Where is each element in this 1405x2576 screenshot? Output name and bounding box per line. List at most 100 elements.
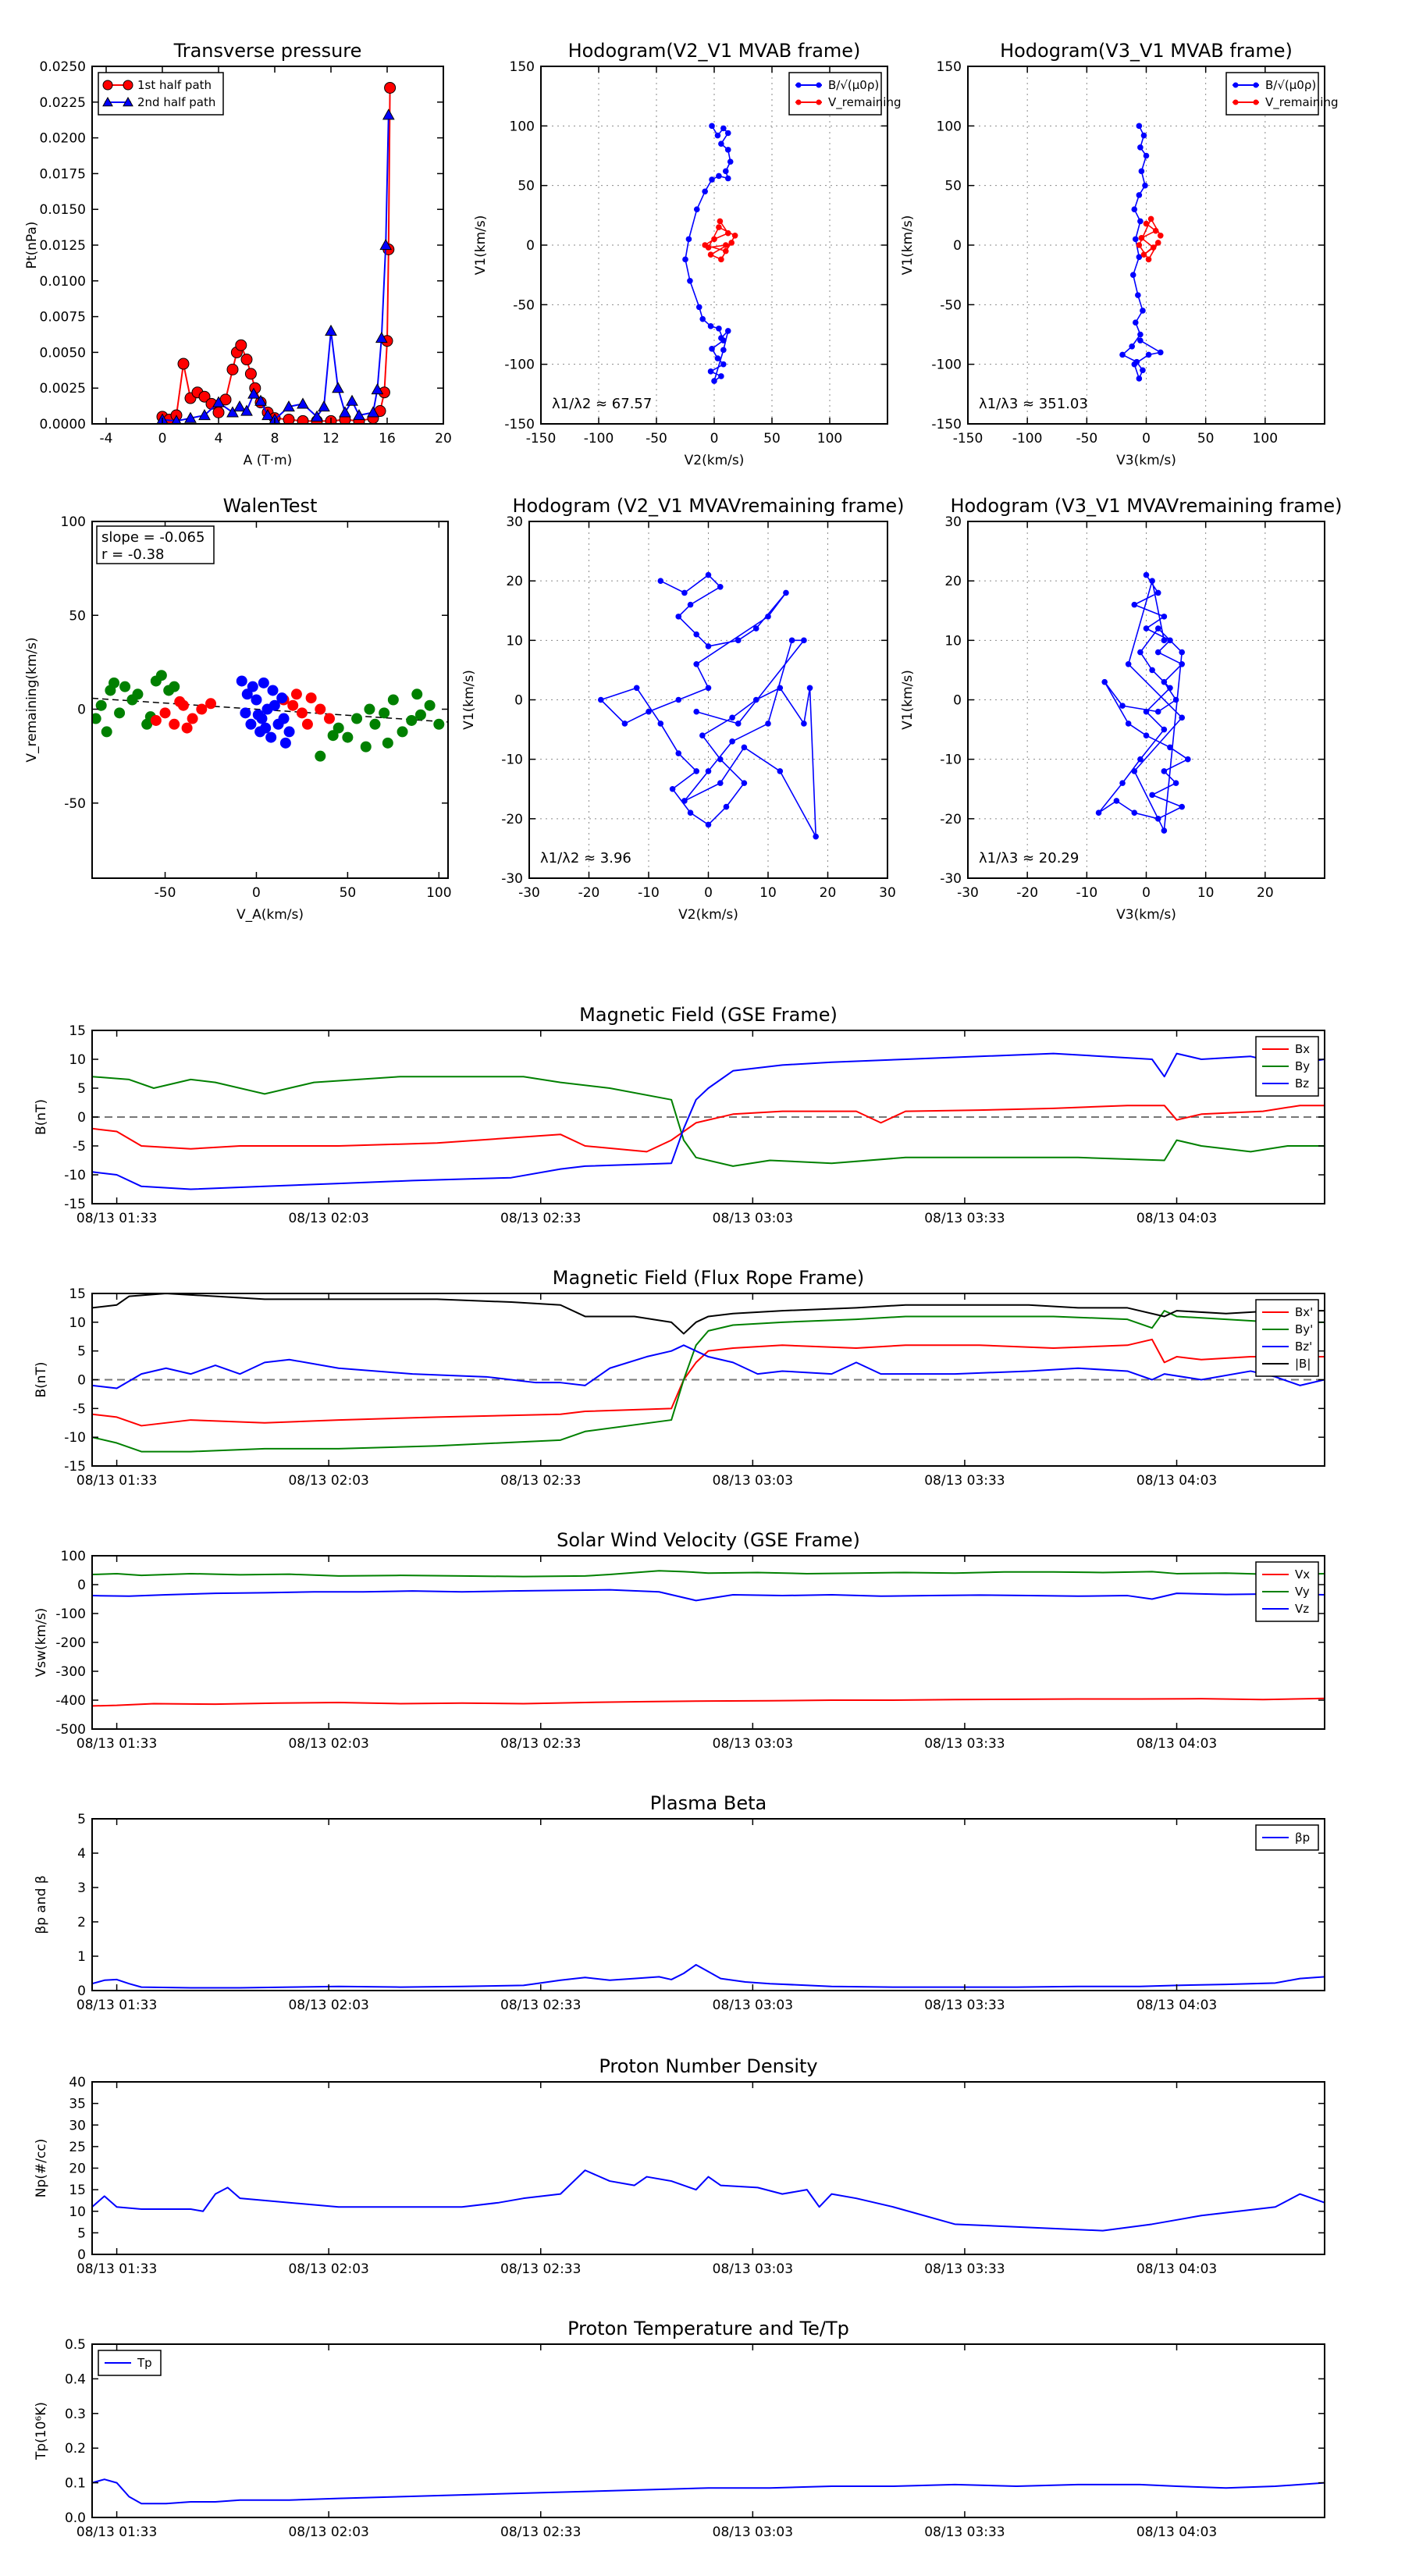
marker-point	[716, 224, 722, 230]
y-tick-label: 30	[506, 514, 523, 530]
marker-point	[159, 707, 171, 719]
marker-point	[1140, 251, 1147, 258]
marker-point	[693, 631, 699, 638]
x-tick-label: -10	[638, 885, 660, 901]
x-tick-label: 50	[340, 885, 357, 901]
series-line-1st half path	[162, 87, 391, 422]
marker-point	[1131, 601, 1138, 608]
y-axis-label: V1(km/s)	[461, 670, 477, 730]
legend-label: 1st half path	[137, 78, 212, 92]
marker-point	[1167, 685, 1173, 692]
y-tick-label: 30	[944, 514, 962, 530]
x-tick-label: 20	[820, 885, 837, 901]
marker-point	[1253, 82, 1259, 88]
marker-point	[1161, 768, 1168, 774]
marker-point	[278, 713, 290, 724]
marker-point	[598, 696, 604, 703]
marker-point	[1119, 703, 1126, 709]
marker-point	[406, 714, 418, 726]
y-tick-label: -10	[64, 1168, 86, 1183]
x-tick-label: 08/13 02:03	[288, 1736, 368, 1752]
y-tick-label: 2	[77, 1915, 86, 1930]
y-axis-label: Pt(nPa)	[24, 222, 40, 269]
x-tick-label: -100	[1012, 431, 1043, 447]
x-tick-label: 0	[1142, 885, 1151, 901]
marker-point	[657, 578, 664, 584]
legend-box	[1225, 72, 1319, 116]
marker-point	[1149, 792, 1155, 799]
x-tick-label: 12	[322, 431, 340, 447]
marker-point	[305, 692, 317, 704]
marker-point	[1179, 714, 1185, 721]
chart-title: Hodogram (V2_V1 MVAVremaining frame)	[512, 495, 904, 517]
marker-point	[1132, 319, 1139, 326]
marker-point	[1135, 292, 1141, 298]
marker-point	[241, 688, 253, 700]
x-tick-label: 08/13 03:33	[924, 2261, 1005, 2277]
x-tick-label: 08/13 02:33	[500, 1211, 581, 1226]
marker-point	[1232, 99, 1239, 105]
chart-4: -30 -20 -10 0 10 20 30-30-20-100102030Hodogram…	[461, 495, 905, 923]
marker-point	[723, 247, 729, 254]
data-layer	[92, 1052, 1325, 1190]
y-tick-label: -10	[501, 753, 523, 768]
marker-triangle	[375, 332, 388, 343]
marker-point	[1147, 215, 1154, 222]
marker-point	[711, 236, 717, 243]
y-tick-label: 0.0250	[40, 59, 86, 75]
marker-point	[287, 699, 299, 711]
marker-point	[424, 699, 436, 711]
marker-point	[705, 685, 712, 692]
lambda-ratio-annotation: λ1/λ2 ≈ 67.57	[552, 396, 652, 412]
x-tick-label: 08/13 02:33	[500, 2524, 581, 2540]
y-tick-label: 100	[510, 119, 535, 134]
y-tick-label: -50	[940, 297, 962, 313]
marker-point	[621, 720, 628, 727]
marker-point	[709, 176, 715, 183]
marker-point	[174, 696, 186, 707]
legend-box	[98, 72, 224, 116]
marker-point	[245, 718, 257, 730]
y-tick-label: -15	[64, 1197, 86, 1212]
x-tick-label: 4	[215, 431, 223, 447]
marker-point	[244, 368, 257, 380]
marker-point	[1154, 589, 1161, 596]
y-tick-label: 10	[506, 633, 523, 649]
marker-point	[693, 708, 699, 715]
series-line-Vz	[92, 1589, 1325, 1602]
marker-point	[1161, 827, 1168, 834]
marker-point	[351, 713, 363, 724]
marker-point	[1137, 756, 1144, 763]
chart-title: Magnetic Field (GSE Frame)	[579, 1004, 838, 1026]
marker-triangle	[212, 396, 225, 407]
y-tick-label: 0	[77, 2247, 86, 2263]
chart-2: -150 -100 -50 0 50 100 -150 -100 -50 0 50 100 150 Hod…	[900, 40, 1339, 468]
marker-point	[1161, 614, 1168, 620]
marker-point	[433, 718, 445, 730]
chart-10: 08/13 01:33 08/13 02:03 08/13 02:33 08/13 0…	[34, 2055, 1325, 2277]
y-tick-label: 25	[69, 2140, 86, 2155]
x-tick-label: 0	[1142, 431, 1151, 447]
y-tick-label: -150	[931, 417, 962, 432]
legend-label: V_remaining	[828, 95, 902, 110]
marker-point	[181, 722, 193, 734]
y-tick-label: 10	[69, 1052, 86, 1068]
marker-triangle	[254, 394, 267, 406]
marker-point	[1145, 351, 1152, 358]
series-line-2nd half path	[162, 115, 389, 422]
y-tick-label: 20	[69, 2161, 86, 2177]
stats-line: slope = -0.065	[101, 529, 205, 546]
marker-point	[1157, 232, 1164, 239]
marker-triangle	[102, 96, 113, 107]
y-axis-label: B(nT)	[34, 1099, 49, 1135]
x-tick-label: 08/13 02:33	[500, 1998, 581, 2013]
marker-triangle	[184, 411, 197, 423]
marker-triangle	[123, 96, 133, 107]
x-tick-label: 08/13 04:03	[1136, 1736, 1217, 1752]
legend-label: Vy	[1295, 1585, 1310, 1599]
marker-point	[699, 315, 706, 322]
y-tick-label: 0.4	[65, 2371, 86, 2387]
x-tick-label: 100	[817, 431, 842, 447]
legend-label: Bz'	[1295, 1340, 1312, 1354]
marker-point	[236, 675, 247, 687]
